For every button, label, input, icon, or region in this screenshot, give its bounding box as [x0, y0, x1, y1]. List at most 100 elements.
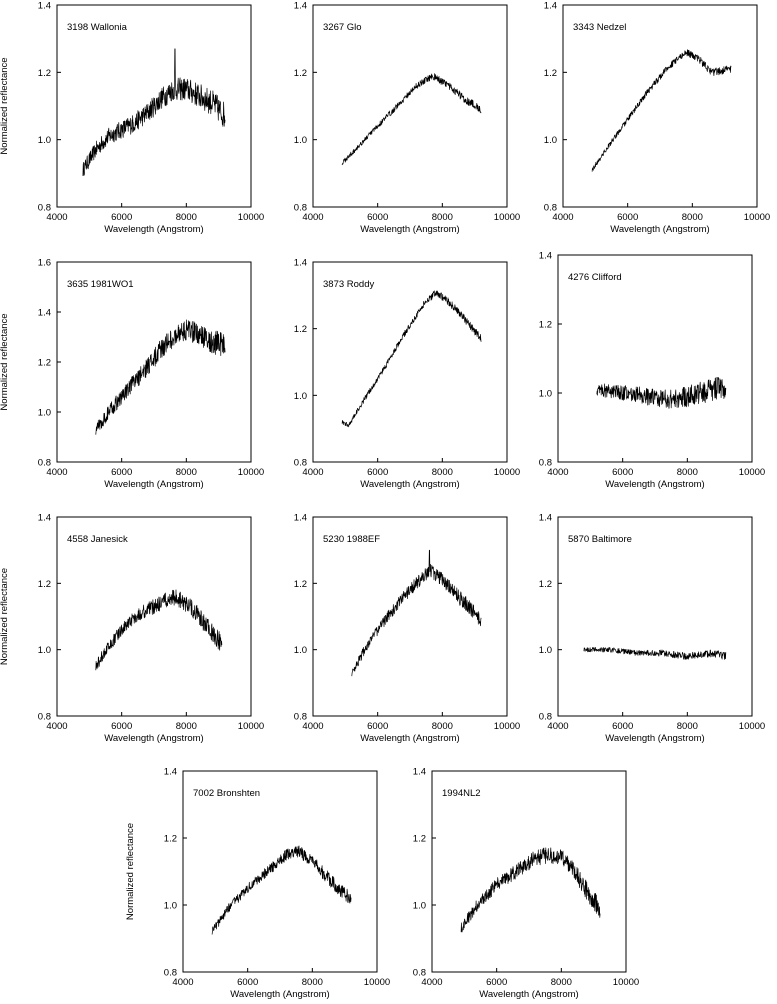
x-tick-label: 4000	[302, 467, 323, 478]
panel-title: 5870 Baltimore	[568, 534, 632, 545]
y-tick-label: 1.2	[164, 834, 177, 845]
y-tick-label: 1.4	[539, 513, 552, 524]
panel-title: 4276 Clifford	[568, 272, 622, 283]
spectrum-line	[95, 319, 226, 435]
y-tick-label: 0.8	[294, 712, 307, 723]
x-tick-label: 6000	[367, 212, 388, 223]
spectrum-line	[341, 73, 482, 166]
x-tick-label: 10000	[739, 467, 765, 478]
x-tick-label: 4000	[302, 212, 323, 223]
y-tick-label: 1.4	[164, 767, 177, 778]
spectrum-line	[351, 549, 482, 677]
x-tick-label: 4000	[547, 467, 568, 478]
y-tick-label: 1.0	[294, 645, 307, 656]
y-tick-label: 0.8	[38, 203, 51, 214]
spectrum-panel: 4000 6000 8000 10000 0.8 1.0 1.2 1.4 Wavelength …	[294, 513, 520, 745]
panel-title: 3267 Glo	[323, 22, 362, 33]
plot-frame	[56, 516, 252, 717]
y-tick-label: 1.2	[294, 324, 307, 335]
panel-title: 3198 Wallonia	[67, 22, 128, 33]
spectrum-line	[460, 847, 601, 933]
x-tick-label: 4000	[46, 721, 67, 732]
spectrum-line	[82, 48, 226, 176]
spectrum-panel: 4000 6000 8000 10000 0.8 1.0 1.2 1.4 Wavelength …	[0, 513, 264, 745]
y-tick-label: 1.6	[38, 258, 51, 269]
spectrum-panel: 4000 6000 8000 10000 0.8 1.0 1.2 1.4 Wavelength …	[539, 251, 765, 491]
y-tick-label: 1.2	[38, 579, 51, 590]
y-tick-label: 1.4	[38, 308, 51, 319]
x-tick-label: 6000	[367, 467, 388, 478]
y-axis-label: Normalized reflectance	[125, 823, 136, 920]
x-tick-label: 4000	[421, 977, 442, 988]
spectrum-line	[591, 49, 732, 172]
y-tick-label: 1.2	[294, 68, 307, 79]
x-axis-label: Wavelength (Angstrom)	[360, 224, 459, 235]
y-tick-label: 1.0	[294, 135, 307, 146]
x-tick-label: 4000	[547, 721, 568, 732]
x-tick-label: 8000	[432, 212, 453, 223]
y-tick-label: 1.0	[539, 645, 552, 656]
y-axis-label: Normalized reflectance	[0, 568, 10, 665]
y-tick-label: 1.0	[164, 901, 177, 912]
x-tick-label: 10000	[494, 721, 520, 732]
y-tick-label: 1.2	[539, 320, 552, 331]
x-tick-label: 8000	[432, 467, 453, 478]
y-axis-label: Normalized reflectance	[0, 57, 10, 154]
x-tick-label: 8000	[302, 977, 323, 988]
x-tick-label: 4000	[552, 212, 573, 223]
x-tick-label: 10000	[364, 977, 390, 988]
y-tick-label: 0.8	[539, 458, 552, 469]
x-tick-label: 4000	[46, 212, 67, 223]
x-tick-label: 10000	[238, 467, 264, 478]
x-tick-label: 10000	[613, 977, 639, 988]
spectrum-panel: 4000 6000 8000 10000 0.8 1.0 1.2 1.4 Wavelength …	[544, 1, 770, 236]
y-tick-label: 0.8	[38, 712, 51, 723]
x-axis-label: Wavelength (Angstrom)	[360, 479, 459, 490]
plot-frame	[557, 254, 753, 463]
x-tick-label: 8000	[176, 467, 197, 478]
y-tick-label: 1.4	[294, 513, 307, 524]
y-tick-label: 0.8	[38, 458, 51, 469]
spectrum-line	[211, 845, 352, 935]
panel-title: 1994NL2	[442, 788, 481, 799]
x-tick-label: 6000	[367, 721, 388, 732]
x-tick-label: 8000	[677, 467, 698, 478]
y-tick-label: 1.2	[38, 358, 51, 369]
y-tick-label: 0.8	[539, 712, 552, 723]
plot-frame	[431, 770, 627, 973]
y-tick-label: 1.4	[294, 258, 307, 269]
spectrum-panel: 4000 6000 8000 10000 0.8 1.0 1.2 1.4 Wavelength …	[413, 767, 639, 1001]
x-axis-label: Wavelength (Angstrom)	[360, 733, 459, 744]
x-tick-label: 6000	[612, 721, 633, 732]
y-tick-label: 0.8	[544, 203, 557, 214]
x-axis-label: Wavelength (Angstrom)	[104, 479, 203, 490]
y-tick-label: 1.0	[38, 408, 51, 419]
x-axis-label: Wavelength (Angstrom)	[104, 733, 203, 744]
x-tick-label: 8000	[176, 721, 197, 732]
x-tick-label: 6000	[237, 977, 258, 988]
x-tick-label: 6000	[111, 467, 132, 478]
x-axis-label: Wavelength (Angstrom)	[605, 733, 704, 744]
spectrum-line	[583, 647, 727, 660]
panel-title: 5230 1988EF	[323, 534, 380, 545]
spectrum-panel: 4000 6000 8000 10000 0.8 1.0 1.2 1.4 Wavelength …	[294, 1, 520, 236]
y-tick-label: 1.4	[413, 767, 426, 778]
plot-frame	[182, 770, 378, 973]
panel-title: 7002 Bronshten	[193, 788, 260, 799]
y-tick-label: 1.0	[539, 389, 552, 400]
x-axis-label: Wavelength (Angstrom)	[104, 224, 203, 235]
y-tick-label: 1.2	[413, 834, 426, 845]
y-tick-label: 1.4	[38, 1, 51, 12]
x-axis-label: Wavelength (Angstrom)	[230, 989, 329, 1000]
x-tick-label: 4000	[172, 977, 193, 988]
y-tick-label: 1.0	[294, 391, 307, 402]
spectrum-line	[95, 589, 223, 671]
y-tick-label: 1.0	[413, 901, 426, 912]
x-tick-label: 6000	[111, 212, 132, 223]
y-tick-label: 0.8	[294, 458, 307, 469]
x-tick-label: 10000	[739, 721, 765, 732]
x-tick-label: 10000	[744, 212, 770, 223]
spectrum-panel: 4000 6000 8000 10000 0.8 1.0 1.2 1.4 Wavelength …	[294, 258, 520, 491]
y-tick-label: 1.4	[294, 1, 307, 12]
spectrum-panel: 4000 6000 8000 10000 0.8 1.0 1.2 1.4 Wavelength …	[539, 513, 765, 745]
